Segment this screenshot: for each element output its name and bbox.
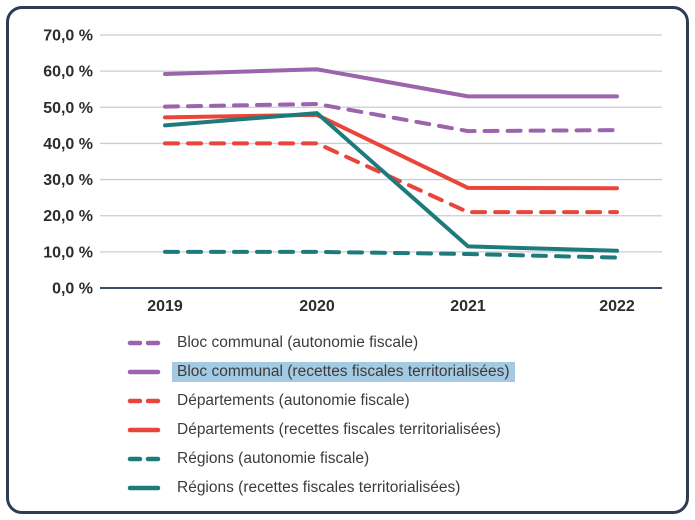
y-tick-label: 20,0 %	[43, 208, 93, 225]
x-tick-label: 2020	[299, 298, 335, 315]
legend-label: Départements (recettes fiscales territor…	[177, 420, 501, 438]
legend-label: Bloc communal (recettes fiscales territo…	[172, 361, 515, 382]
y-tick-label: 70,0 %	[43, 28, 93, 45]
x-tick-label: 2022	[599, 298, 635, 315]
legend-item: Régions (recettes fiscales territorialis…	[127, 473, 515, 502]
legend-item: Bloc communal (autonomie fiscale)	[127, 328, 515, 357]
legend-item: Régions (autonomie fiscale)	[127, 444, 515, 473]
x-tick-label: 2021	[450, 298, 486, 315]
legend-item: Départements (recettes fiscales territor…	[127, 415, 515, 444]
series-line-5	[163, 111, 619, 253]
y-tick-label: 50,0 %	[43, 100, 93, 117]
dashed-line-swatch-icon	[127, 398, 161, 403]
y-tick-label: 10,0 %	[43, 244, 93, 261]
solid-line-swatch-icon	[127, 485, 161, 490]
legend-label: Régions (autonomie fiscale)	[177, 449, 370, 467]
line-chart: 0,0 % 10,0 % 20,0 % 30,0 % 40,0 % 50,0 % 60,0 …	[43, 28, 662, 315]
series-line-3	[163, 112, 619, 191]
series-line-0	[163, 102, 619, 134]
legend-label: Départements (autonomie fiscale)	[177, 391, 410, 409]
y-tick-label: 0,0 %	[52, 281, 93, 298]
legend-item: Bloc communal (recettes fiscales territo…	[127, 357, 515, 386]
series-line-4	[163, 249, 619, 260]
dashed-line-swatch-icon	[127, 340, 161, 345]
legend-label: Régions (recettes fiscales territorialis…	[177, 478, 461, 496]
y-tick-label: 30,0 %	[43, 172, 93, 189]
dashed-line-swatch-icon	[127, 456, 161, 461]
chart-panel-border	[6, 6, 689, 514]
x-tick-label: 2019	[147, 298, 183, 315]
chart-legend: Bloc communal (autonomie fiscale) Bloc co…	[127, 328, 515, 502]
y-tick-label: 60,0 %	[43, 64, 93, 81]
solid-line-swatch-icon	[127, 427, 161, 432]
series-line-1	[163, 67, 619, 99]
legend-label: Bloc communal (autonomie fiscale)	[177, 333, 419, 351]
solid-line-swatch-icon	[127, 369, 161, 374]
y-tick-label: 40,0 %	[43, 136, 93, 153]
legend-item: Départements (autonomie fiscale)	[127, 386, 515, 415]
